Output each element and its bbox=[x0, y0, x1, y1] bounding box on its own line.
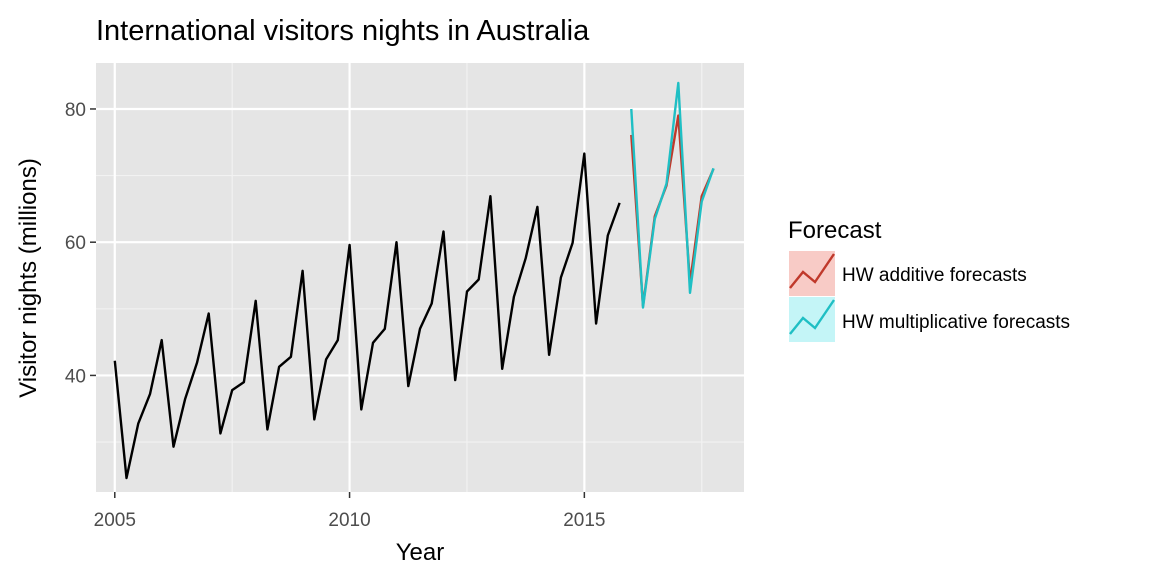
x-tick-label: 2015 bbox=[563, 510, 605, 531]
y-tick-label: 40 bbox=[65, 366, 86, 387]
legend-item-multiplicative: HW multiplicative forecasts bbox=[789, 297, 1070, 342]
legend-label-additive: HW additive forecasts bbox=[842, 265, 1027, 286]
series-line-actual bbox=[113, 152, 621, 480]
legend-title: Forecast bbox=[788, 217, 882, 244]
legend: Forecast HW additive forecasts HW multip… bbox=[788, 217, 1070, 342]
plot-panel bbox=[96, 63, 744, 492]
legend-label-multiplicative: HW multiplicative forecasts bbox=[842, 312, 1070, 333]
x-tick-label: 2005 bbox=[94, 510, 136, 531]
y-axis-title: Visitor nights (millions) bbox=[15, 158, 42, 398]
major-gridlines bbox=[96, 63, 744, 492]
series-line-hw-multiplicative bbox=[630, 81, 715, 309]
legend-key-multiplicative bbox=[789, 297, 835, 342]
x-axis-title: Year bbox=[396, 539, 445, 566]
legend-line-additive bbox=[789, 253, 835, 289]
chart-title: International visitors nights in Austral… bbox=[96, 15, 590, 47]
x-tick-label: 2010 bbox=[328, 510, 370, 531]
legend-key-additive bbox=[789, 251, 835, 296]
series-layer bbox=[113, 81, 715, 480]
y-axis: 40 60 80 bbox=[65, 100, 96, 387]
y-tick-label: 80 bbox=[65, 100, 86, 121]
legend-line-multiplicative bbox=[789, 299, 835, 335]
y-tick-label: 60 bbox=[65, 233, 86, 254]
x-axis: 2005 2010 2015 bbox=[94, 492, 605, 531]
minor-gridlines bbox=[96, 63, 744, 492]
legend-item-additive: HW additive forecasts bbox=[789, 251, 1027, 296]
